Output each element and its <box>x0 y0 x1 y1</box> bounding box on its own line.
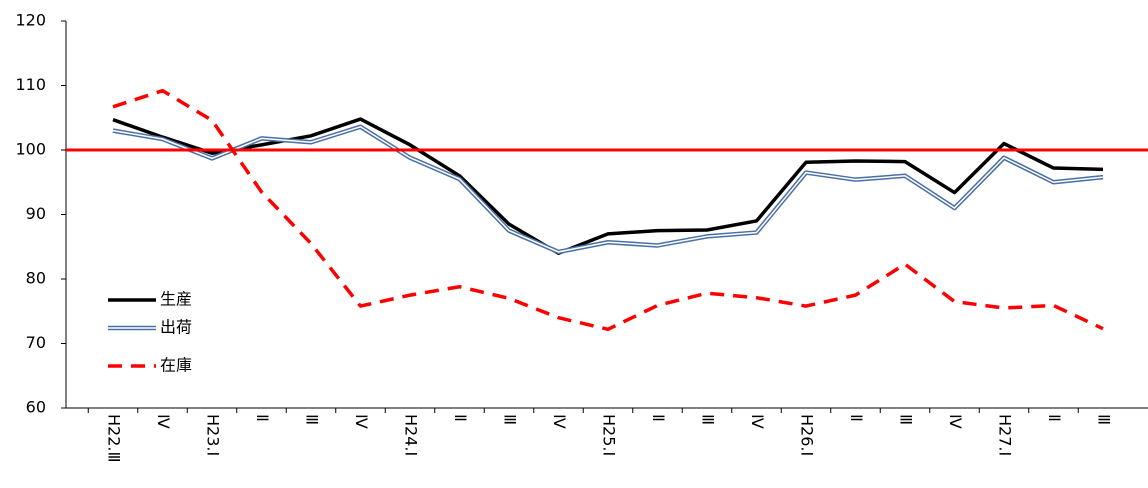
x-tick-label: Ⅱ <box>847 414 866 422</box>
x-tick-label: Ⅱ <box>649 414 668 422</box>
legend-label: 在庫 <box>160 356 192 375</box>
y-tick-label: 100 <box>15 140 46 159</box>
x-tick-label: H23.Ⅰ <box>204 414 223 456</box>
x-tick-label: H24.Ⅰ <box>402 414 421 456</box>
x-tick-label: Ⅳ <box>154 414 173 429</box>
x-tick-label: Ⅳ <box>352 414 371 429</box>
x-tick-label: Ⅱ <box>451 414 470 422</box>
x-tick-label: Ⅳ <box>946 414 965 429</box>
y-tick-label: 110 <box>15 75 46 94</box>
x-tick-label: Ⅲ <box>303 414 322 425</box>
legend-label: 出荷 <box>160 318 192 337</box>
y-tick-label: 90 <box>26 204 46 223</box>
x-tick-label: Ⅲ <box>501 414 520 425</box>
legend-label: 生産 <box>160 290 192 309</box>
x-tick-label: Ⅱ <box>1045 414 1064 422</box>
x-tick-label: Ⅳ <box>550 414 569 429</box>
x-tick-label: Ⅳ <box>748 414 767 429</box>
y-tick-label: 60 <box>26 398 46 417</box>
y-tick-label: 80 <box>26 269 46 288</box>
x-tick-label: Ⅲ <box>699 414 718 425</box>
y-tick-label: 70 <box>26 333 46 352</box>
x-tick-label: H25.Ⅰ <box>600 414 619 456</box>
x-tick-label: H27.Ⅰ <box>996 414 1015 456</box>
y-tick-label: 120 <box>15 11 46 30</box>
series-line <box>112 88 1104 332</box>
x-tick-label: H22.Ⅲ <box>105 414 124 463</box>
x-tick-label: H26.Ⅰ <box>798 414 817 456</box>
x-tick-label: Ⅲ <box>1095 414 1114 425</box>
x-tick-label: Ⅲ <box>897 414 916 425</box>
series-line-inner <box>112 125 1104 253</box>
x-tick-label: Ⅱ <box>253 414 272 422</box>
